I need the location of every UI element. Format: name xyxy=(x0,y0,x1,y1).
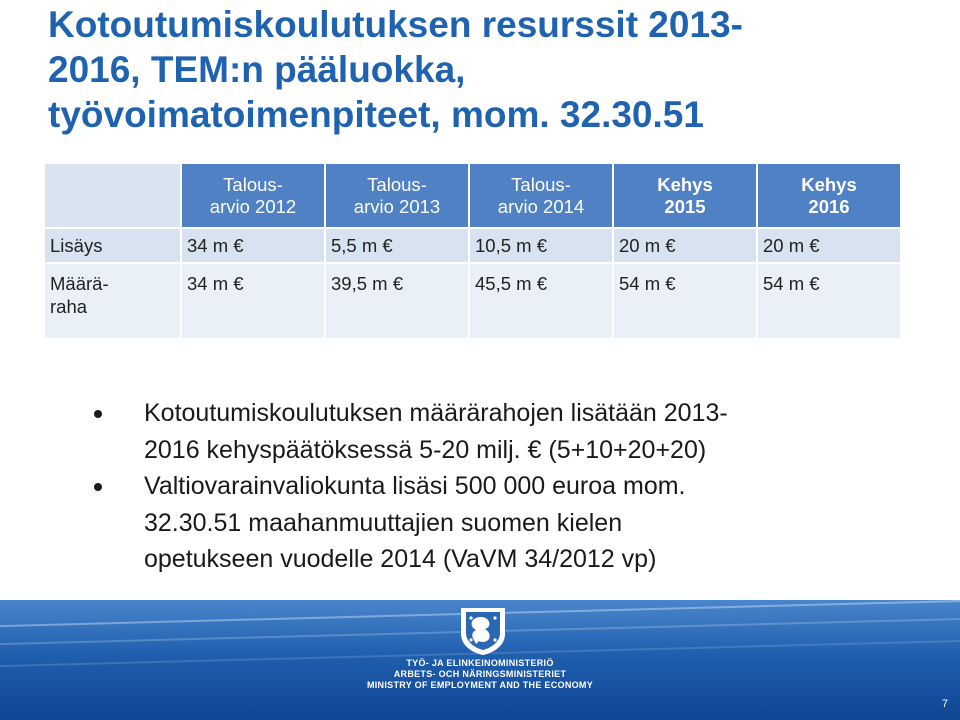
title-line: Kotoutumiskoulutuksen resurssit 2013- xyxy=(48,4,743,45)
row-label-line: Määrä- xyxy=(50,273,109,294)
bullet-item: Kotoutumiskoulutuksen määrärahojen lisät… xyxy=(94,395,894,468)
table-cell: 20 m € xyxy=(614,229,756,262)
bullet-list: Kotoutumiskoulutuksen määrärahojen lisät… xyxy=(94,395,894,578)
table-cell: 54 m € xyxy=(614,264,756,338)
header-line: Kehys xyxy=(657,173,713,195)
header-line: arvio 2013 xyxy=(353,195,441,217)
table-cell: 34 m € xyxy=(182,264,324,338)
slide-title: Kotoutumiskoulutuksen resurssit 2013- 20… xyxy=(48,2,928,137)
table-cell: 45,5 m € xyxy=(470,264,612,338)
bullet-line: opetukseen vuodelle 2014 (VaVM 34/2012 v… xyxy=(144,545,657,573)
bullet-line: 32.30.51 maahanmuuttajien suomen kielen xyxy=(144,508,623,537)
table-cell: 5,5 m € xyxy=(326,229,468,262)
lion-crest-icon xyxy=(461,608,505,655)
table-cell: 20 m € xyxy=(758,229,900,262)
ministry-line: TYÖ- JA ELINKEINOMINISTERIÖ xyxy=(406,658,554,668)
title-line: 2016, TEM:n pääluokka, xyxy=(48,49,466,90)
row-label: Määrä- raha xyxy=(45,264,180,338)
header-line: Kehys xyxy=(801,173,857,195)
bullet-line: Valtiovarainvaliokunta lisäsi 500 000 eu… xyxy=(144,472,686,500)
bullet-item: Valtiovarainvaliokunta lisäsi 500 000 eu… xyxy=(94,468,894,578)
bullet-line: Kotoutumiskoulutuksen määrärahojen lisät… xyxy=(144,399,728,427)
table-cell: 34 m € xyxy=(182,229,324,262)
table-header-row: Talous- arvio 2012 Talous- arvio 2013 Ta… xyxy=(45,164,900,227)
table-cell: 39,5 m € xyxy=(326,264,468,338)
table-cell: 54 m € xyxy=(758,264,900,338)
header-cell-2014: Talous- arvio 2014 xyxy=(470,164,612,227)
header-line: 2015 xyxy=(664,195,706,217)
bullet-line: 2016 kehyspäätöksessä 5-20 milj. € (5+10… xyxy=(144,435,707,464)
budget-table: Talous- arvio 2012 Talous- arvio 2013 Ta… xyxy=(43,162,902,340)
header-line: 2016 xyxy=(808,195,850,217)
bullet-dot-icon xyxy=(94,410,102,418)
header-cell-2013: Talous- arvio 2013 xyxy=(326,164,468,227)
header-cell-2012: Talous- arvio 2012 xyxy=(182,164,324,227)
header-cell-2016: Kehys 2016 xyxy=(758,164,900,227)
ministry-line: MINISTRY OF EMPLOYMENT AND THE ECONOMY xyxy=(366,680,594,690)
ministry-line: ARBETS- OCH NÄRINGSMINISTERIET xyxy=(393,669,567,679)
title-line: työvoimatoimenpiteet, mom. 32.30.51 xyxy=(48,94,704,135)
ministry-name: TYÖ- JA ELINKEINOMINISTERIÖ ARBETS- OCH … xyxy=(330,658,630,691)
table-cell: 10,5 m € xyxy=(470,229,612,262)
header-cell-2015: Kehys 2015 xyxy=(614,164,756,227)
table-corner-cell xyxy=(45,164,180,227)
table-row-lisays: Lisäys 34 m € 5,5 m € 10,5 m € 20 m € 20… xyxy=(45,229,900,262)
header-line: arvio 2012 xyxy=(209,195,297,217)
header-line: Talous- xyxy=(367,173,427,195)
header-line: Talous- xyxy=(223,173,283,195)
header-line: Talous- xyxy=(511,173,571,195)
header-line: arvio 2014 xyxy=(497,195,585,217)
row-label: Lisäys xyxy=(45,229,180,262)
table-row-maararaha: Määrä- raha 34 m € 39,5 m € 45,5 m € 54 … xyxy=(45,264,900,338)
row-label-line: raha xyxy=(50,296,88,317)
bullet-dot-icon xyxy=(94,483,102,491)
page-number: 7 xyxy=(941,698,948,710)
